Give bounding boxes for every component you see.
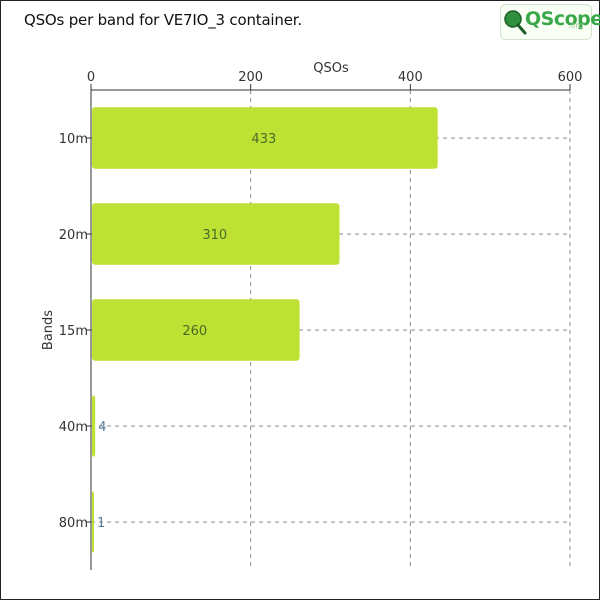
bar-80m [92, 491, 94, 553]
bar-value-label: 433 [251, 132, 276, 147]
x-tick-label: 200 [238, 70, 263, 85]
logo-suffix: .org [568, 21, 584, 30]
qscope-logo[interactable]: QScope .org [500, 4, 600, 40]
y-tick-label: 20m [59, 228, 88, 243]
y-tick-label: 10m [59, 132, 88, 147]
y-tick-label: 80m [59, 516, 88, 531]
bar-value-label: 310 [202, 228, 227, 243]
x-tick-label: 400 [398, 70, 423, 85]
bar-value-label: 260 [182, 324, 207, 339]
bar-10m [92, 107, 438, 169]
x-axis-label: QSOs [313, 61, 349, 76]
y-tick-label: 15m [59, 324, 88, 339]
bars: 433 310 260 4 1 [92, 107, 438, 553]
logo-text: QScope [525, 8, 600, 30]
bar-value-label: 1 [97, 516, 105, 531]
magnifier-icon [504, 10, 527, 35]
chart-title: QSOs per band for VE7IO_3 container. [24, 11, 302, 29]
bar-20m [92, 203, 340, 265]
bar-40m [92, 395, 96, 457]
y-tick-label: 40m [59, 420, 88, 435]
bar-value-label: 4 [98, 420, 106, 435]
y-axis-label: Bands [41, 310, 56, 350]
axes: 0 200 400 600 10m 20m 15m 40m 80m [59, 70, 583, 570]
bar-15m [92, 299, 300, 361]
x-tick-label: 600 [558, 70, 583, 85]
x-tick-label: 0 [87, 70, 95, 85]
